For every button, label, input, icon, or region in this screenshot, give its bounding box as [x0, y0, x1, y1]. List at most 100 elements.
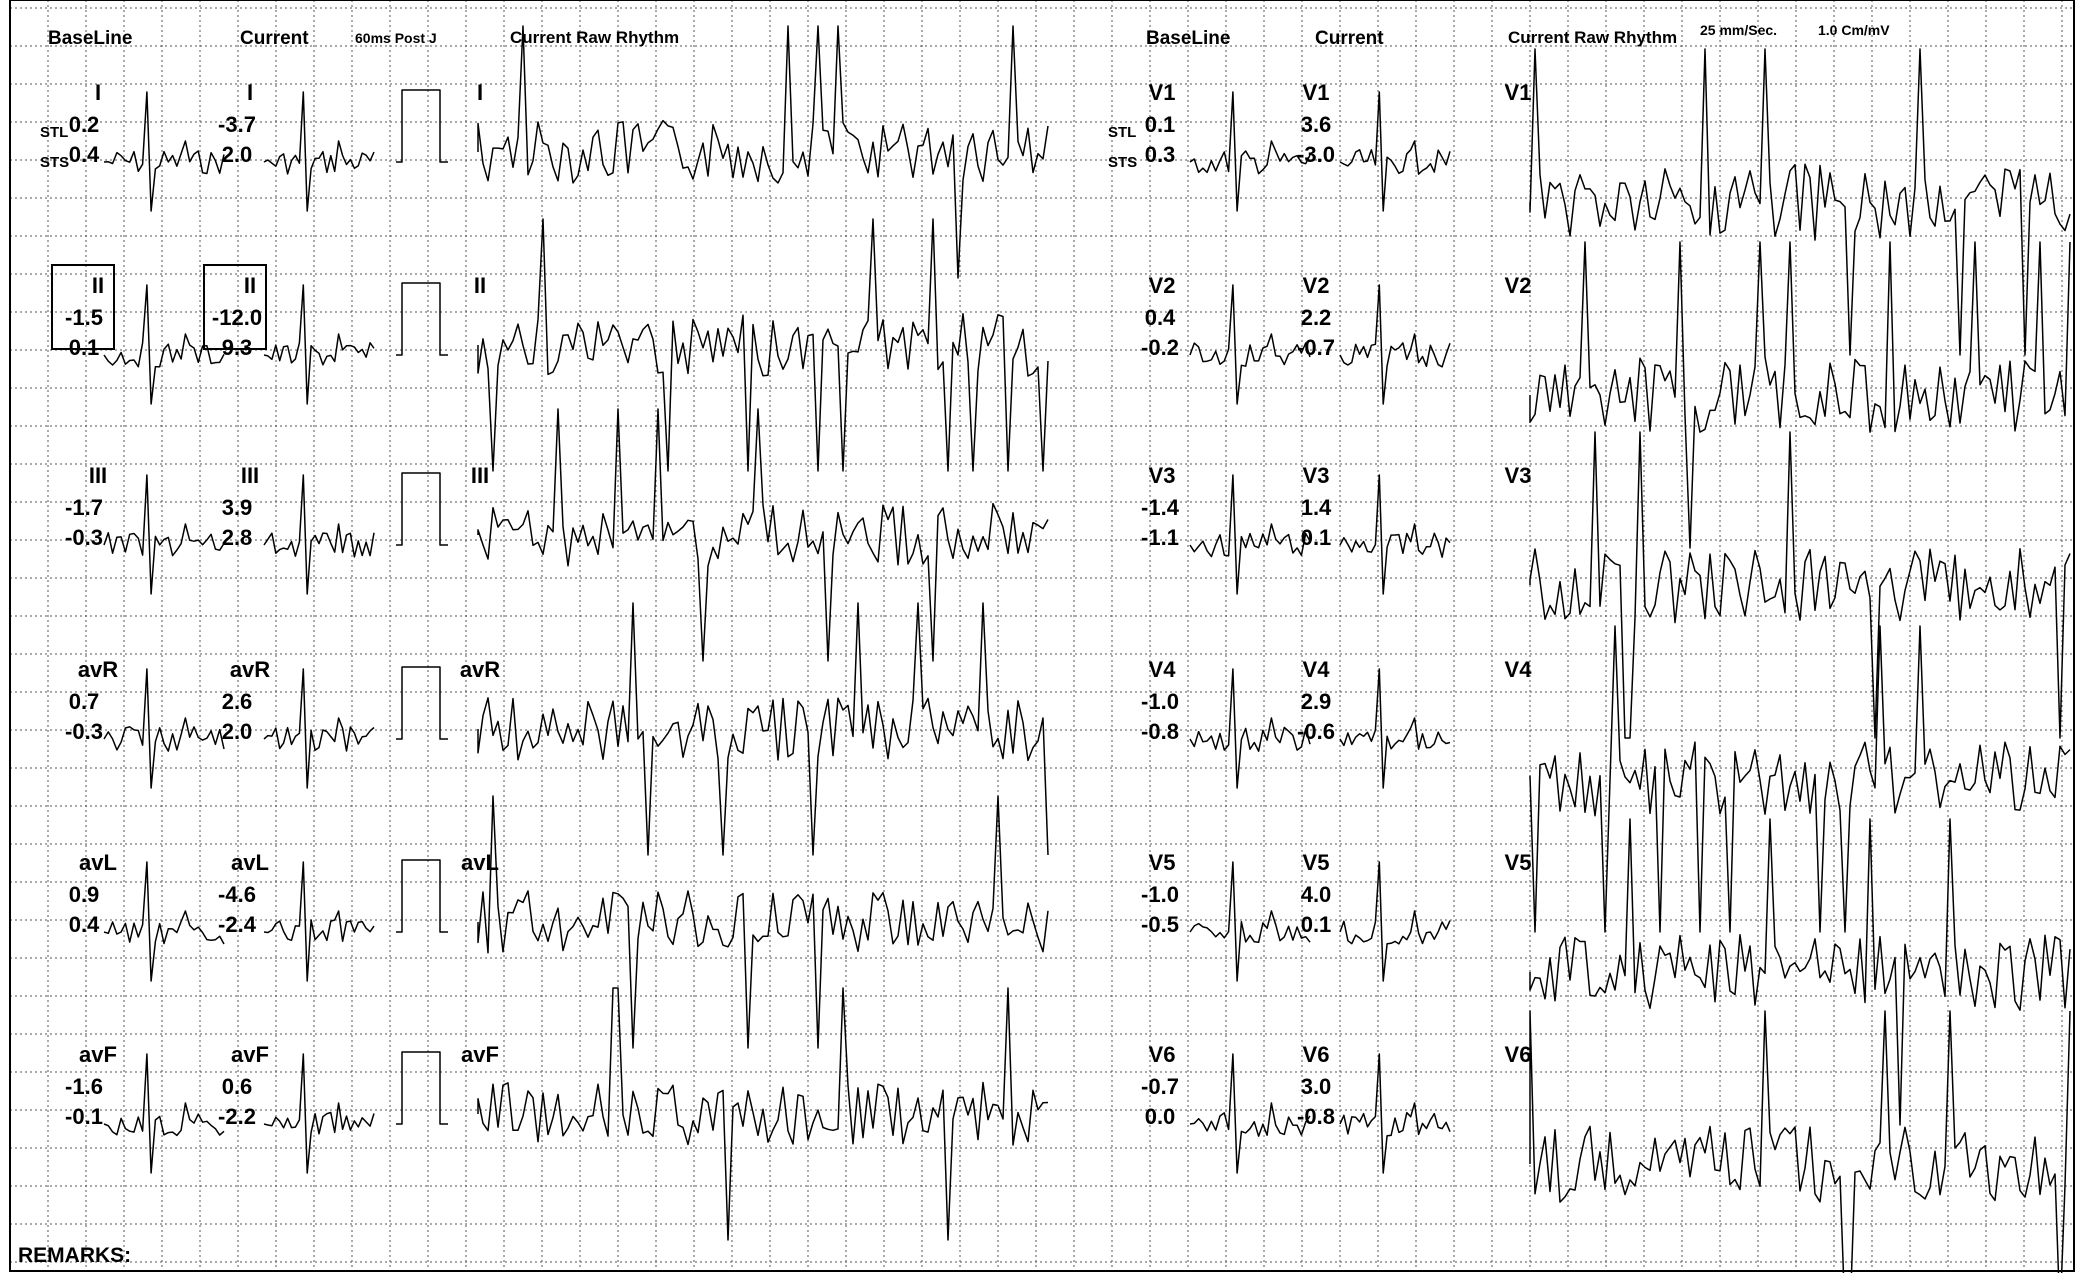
lead-block: avF -1.6 -0.1 avF 0.6 -2.2 avF	[65, 1042, 499, 1129]
raw-rhythm-lead-name: I	[477, 80, 483, 105]
baseline-lead-name: V5	[1149, 850, 1176, 875]
current-value-stl: 3.9	[222, 495, 253, 520]
baseline-lead-name: avF	[79, 1042, 117, 1067]
header-current-left: Current	[240, 28, 309, 49]
ecg-waveform	[103, 668, 225, 789]
ecg-waveform	[103, 91, 225, 212]
stl-label-right: STL	[1108, 124, 1136, 141]
ecg-raw-rhythm	[477, 408, 1049, 662]
ecg-waveform	[1339, 284, 1451, 405]
current-lead-name: V5	[1303, 850, 1330, 875]
baseline-value-sts: -0.3	[65, 525, 103, 550]
ecg-waveform	[263, 474, 375, 595]
current-lead-name: avR	[230, 657, 270, 682]
baseline-value-sts: -0.2	[1141, 335, 1179, 360]
ecg-waveform	[103, 861, 225, 982]
current-value-sts: -2.2	[218, 1104, 256, 1129]
ecg-traces	[103, 25, 2071, 1273]
current-lead-name: V1	[1303, 80, 1330, 105]
current-lead-name: III	[241, 463, 259, 488]
baseline-lead-name: V3	[1149, 463, 1176, 488]
current-value-stl: -4.6	[218, 882, 256, 907]
baseline-value-stl: 0.4	[1145, 305, 1176, 330]
highlight-box	[203, 264, 267, 350]
current-value-sts: -0.7	[1297, 335, 1335, 360]
lead-block: V3 -1.4 -1.1 V3 1.4 0.1 V3	[1141, 463, 1531, 550]
ecg-waveform	[1339, 668, 1451, 789]
current-lead-name: V6	[1303, 1042, 1330, 1067]
ecg-raw-rhythm	[1529, 625, 2071, 933]
raw-rhythm-lead-name: II	[474, 273, 486, 298]
current-value-stl: 3.0	[1301, 1074, 1332, 1099]
baseline-value-stl: 0.1	[1145, 112, 1176, 137]
current-value-stl: 2.6	[222, 689, 253, 714]
calibration-pulse	[396, 472, 448, 546]
current-value-stl: -12.0	[212, 305, 262, 330]
raw-rhythm-lead-name: avR	[460, 657, 500, 682]
baseline-value-stl: -1.0	[1141, 689, 1179, 714]
ecg-raw-rhythm	[1529, 241, 2071, 549]
chest-leads: V10.10.3V13.6-3.0V1V20.4-0.2V22.2-0.7V2V…	[1141, 80, 1532, 1129]
ecg-raw-rhythm	[1529, 818, 2071, 1126]
ecg-raw-rhythm	[477, 795, 1049, 1049]
limb-leads: I0.20.4I-3.72.0III-1.50.1II-12.09.3IIIII…	[51, 80, 500, 1129]
baseline-value-stl: 0.2	[69, 112, 100, 137]
header-raw-rhythm-left: Current Raw Rhythm	[510, 28, 679, 47]
calibration-pulse	[396, 89, 448, 163]
current-value-stl: -3.7	[218, 112, 256, 137]
current-value-sts: -2.4	[218, 912, 257, 937]
raw-rhythm-lead-name: avL	[461, 850, 499, 875]
header-baseline-left: BaseLine	[48, 28, 132, 49]
raw-rhythm-lead-name: V6	[1505, 1042, 1532, 1067]
header-speed: 25 mm/Sec.	[1700, 22, 1777, 38]
baseline-value-stl: -1.4	[1141, 495, 1180, 520]
ecg-raw-rhythm	[1529, 431, 2071, 739]
baseline-lead-name: V6	[1149, 1042, 1176, 1067]
ecg-raw-rhythm	[1529, 1010, 2071, 1273]
baseline-value-stl: -1.7	[65, 495, 103, 520]
current-value-sts: 0.1	[1301, 912, 1332, 937]
header-gain: 1.0 Cm/mV	[1818, 22, 1890, 38]
ecg-raw-rhythm	[477, 25, 1049, 279]
current-value-stl: 2.2	[1301, 305, 1332, 330]
header-post-j: 60ms Post J	[355, 30, 437, 46]
lead-block: V6 -0.7 0.0 V6 3.0 -0.8 V6	[1141, 1042, 1531, 1129]
baseline-lead-name: V4	[1149, 657, 1177, 682]
sts-label-right: STS	[1108, 154, 1137, 171]
raw-rhythm-lead-name: V3	[1505, 463, 1532, 488]
lead-block: V5 -1.0 -0.5 V5 4.0 0.1 V5	[1141, 850, 1531, 937]
calibration-pulse	[396, 282, 448, 356]
lead-block: avR 0.7 -0.3 avR 2.6 2.0 avR	[65, 657, 500, 744]
header-current-right: Current	[1315, 28, 1384, 49]
current-value-sts: 2.0	[222, 719, 253, 744]
baseline-value-sts: 0.4	[69, 912, 100, 937]
baseline-value-sts: -0.1	[65, 1104, 103, 1129]
baseline-lead-name: avR	[78, 657, 118, 682]
calibration-pulse	[396, 1051, 448, 1125]
lead-block: V2 0.4 -0.2 V2 2.2 -0.7 V2	[1141, 273, 1531, 360]
current-value-sts: 2.0	[222, 142, 253, 167]
current-lead-name: V3	[1303, 463, 1330, 488]
ecg-waveform	[1189, 1053, 1311, 1174]
baseline-value-sts: 0.4	[69, 142, 100, 167]
ecg-waveform	[1339, 474, 1451, 595]
ecg-waveform	[1339, 861, 1451, 982]
current-value-stl: 0.6	[222, 1074, 253, 1099]
raw-rhythm-lead-name: V4	[1505, 657, 1533, 682]
ecg-raw-rhythm	[477, 602, 1049, 856]
lead-block: I 0.2 0.4 I -3.7 2.0 I	[69, 80, 483, 167]
current-value-sts: 0.1	[1301, 525, 1332, 550]
ecg-waveform	[103, 284, 225, 405]
current-value-stl: 4.0	[1301, 882, 1332, 907]
report-frame	[9, 0, 2075, 1272]
baseline-value-stl: -1.6	[65, 1074, 103, 1099]
baseline-lead-name: III	[89, 463, 107, 488]
ecg-grid	[9, 0, 2074, 1271]
ecg-waveform	[1339, 91, 1451, 212]
ecg-waveform	[263, 861, 375, 982]
baseline-value-sts: -0.8	[1141, 719, 1179, 744]
current-lead-name: II	[244, 273, 256, 298]
